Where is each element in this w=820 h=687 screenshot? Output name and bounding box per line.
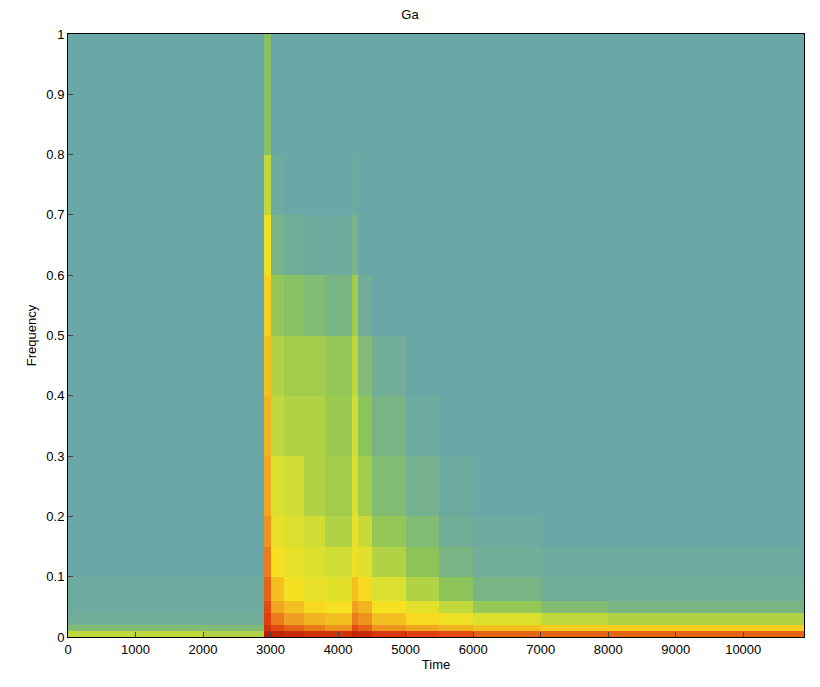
svg-text:0.5: 0.5 — [46, 328, 64, 343]
svg-text:9000: 9000 — [661, 642, 690, 657]
svg-text:6000: 6000 — [459, 642, 488, 657]
svg-text:0: 0 — [64, 642, 71, 657]
svg-text:0.3: 0.3 — [46, 449, 64, 464]
svg-text:3000: 3000 — [256, 642, 285, 657]
svg-text:0.7: 0.7 — [46, 207, 64, 222]
svg-text:2000: 2000 — [189, 642, 218, 657]
svg-text:10000: 10000 — [725, 642, 761, 657]
svg-text:0.4: 0.4 — [46, 388, 64, 403]
svg-text:0.2: 0.2 — [46, 509, 64, 524]
svg-text:5000: 5000 — [391, 642, 420, 657]
svg-text:Ga: Ga — [401, 7, 419, 22]
svg-text:7000: 7000 — [526, 642, 555, 657]
svg-text:Frequency: Frequency — [24, 304, 39, 366]
svg-text:4000: 4000 — [324, 642, 353, 657]
svg-text:0.1: 0.1 — [46, 569, 64, 584]
svg-text:0: 0 — [57, 630, 64, 645]
svg-text:0.9: 0.9 — [46, 87, 64, 102]
svg-text:8000: 8000 — [594, 642, 623, 657]
svg-text:0.8: 0.8 — [46, 147, 64, 162]
svg-text:1000: 1000 — [121, 642, 150, 657]
svg-text:1: 1 — [57, 27, 64, 42]
svg-text:Time: Time — [422, 657, 450, 672]
svg-text:0.6: 0.6 — [46, 268, 64, 283]
